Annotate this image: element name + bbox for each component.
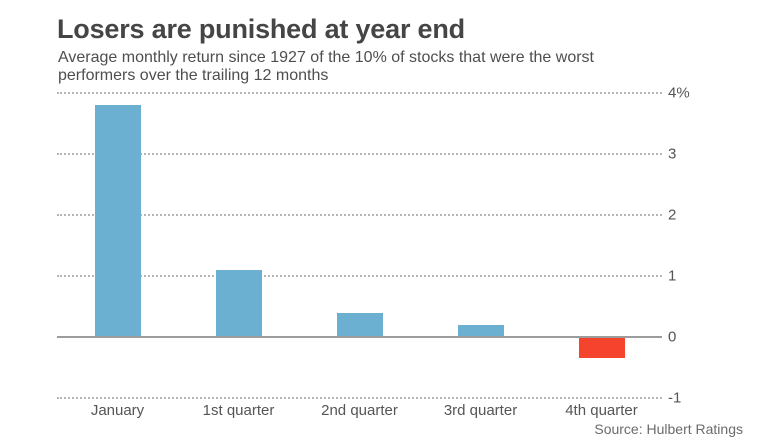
y-tick-label: 1 bbox=[668, 267, 677, 285]
y-tick-label: -1 bbox=[668, 389, 682, 407]
bar-slot bbox=[541, 93, 662, 398]
bar-slot bbox=[178, 93, 299, 398]
source-note: Source: Hulbert Ratings bbox=[594, 421, 743, 437]
bar-slot bbox=[299, 93, 420, 398]
bars-layer bbox=[57, 93, 662, 398]
chart-subtitle: Average monthly return since 1927 of the… bbox=[58, 49, 594, 84]
x-tick-label: 2nd quarter bbox=[321, 402, 398, 419]
y-tick-label: 0 bbox=[668, 328, 677, 346]
bar-slot bbox=[57, 93, 178, 398]
x-tick-label: 4th quarter bbox=[565, 402, 638, 419]
y-axis-labels: 4% 3 2 1 0 -1 bbox=[668, 85, 728, 407]
bar-january bbox=[94, 105, 141, 337]
zero-line bbox=[57, 336, 662, 338]
gridline bbox=[57, 92, 662, 94]
x-tick-label: 3rd quarter bbox=[443, 402, 518, 419]
bar-slot bbox=[420, 93, 541, 398]
bar-1st-quarter bbox=[215, 269, 262, 337]
bar-2nd-quarter bbox=[336, 312, 383, 337]
bar-4th-quarter bbox=[578, 337, 625, 359]
x-axis-labels: January 1st quarter 2nd quarter 3rd quarter… bbox=[57, 402, 662, 419]
chart-plot bbox=[57, 92, 662, 399]
chart-title: Losers are punished at year end bbox=[57, 14, 465, 44]
gridline bbox=[57, 153, 662, 155]
y-tick-label: 3 bbox=[668, 145, 677, 163]
x-tick-label: 1st quarter bbox=[202, 402, 275, 419]
gridline bbox=[57, 397, 662, 399]
x-tick-label: January bbox=[90, 402, 145, 419]
bar-3rd-quarter bbox=[457, 324, 504, 337]
y-tick-label: 4% bbox=[668, 84, 690, 102]
gridline bbox=[57, 214, 662, 216]
y-tick-label: 2 bbox=[668, 206, 677, 224]
gridline bbox=[57, 275, 662, 277]
